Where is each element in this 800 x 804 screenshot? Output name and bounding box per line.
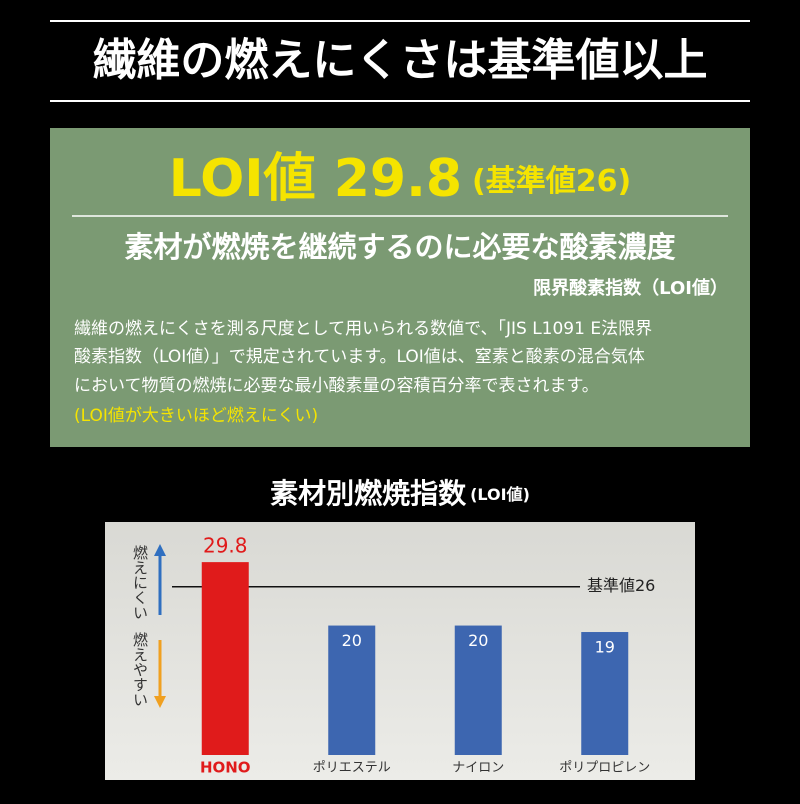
chart-title-main: 素材別燃焼指数 <box>270 477 467 510</box>
value-label: 29.8 <box>203 534 248 558</box>
value-label: 20 <box>468 631 488 650</box>
bar <box>201 562 249 755</box>
paragraph-line: 繊維の燃えにくさを測る尺度として用いられる数値で、「JIS L1091 E法限界 <box>74 319 652 339</box>
bar <box>328 625 376 755</box>
headline-note: (基準値26) <box>472 164 631 199</box>
x-tick-label: ポリエステル <box>313 761 391 776</box>
page-title: 繊維の燃えにくさは基準値以上 <box>92 35 707 86</box>
value-label: 19 <box>595 638 615 657</box>
paragraph-line: において物質の燃焼に必要な最小酸素量の容積百分率で表されます。 <box>74 376 599 396</box>
arrow-head <box>154 696 166 708</box>
panel-subtitle-note: 限界酸素指数（LOI値） <box>533 277 728 299</box>
chart-title-note: (LOI値) <box>470 485 530 504</box>
headline: LOI値 29.8 (基準値26) <box>169 149 631 209</box>
arrow-head <box>154 544 166 556</box>
bar <box>581 632 629 755</box>
paragraph-line: 酸素指数（LOI値）」で規定されています。LOI値は、窒素と酸素の混合気体 <box>74 347 645 367</box>
x-tick-label: ナイロン <box>452 761 504 776</box>
bar <box>454 625 502 755</box>
reference-label: 基準値26 <box>587 576 655 595</box>
headline-value: LOI値 29.8 <box>169 149 462 209</box>
paragraph-note: (LOI値が大きいほど燃えにくい) <box>74 406 318 426</box>
x-tick-label: HONO <box>200 759 251 777</box>
info-panel <box>50 128 750 447</box>
annotation-down: 燃えやすい <box>131 631 149 707</box>
value-label: 20 <box>342 631 362 650</box>
annotation-up: 燃えにくい <box>131 544 149 620</box>
chart-title: 素材別燃焼指数 (LOI値) <box>270 477 530 510</box>
panel-subtitle: 素材が燃焼を継続するのに必要な酸素濃度 <box>124 230 675 264</box>
x-tick-label: ポリプロピレン <box>559 761 650 776</box>
